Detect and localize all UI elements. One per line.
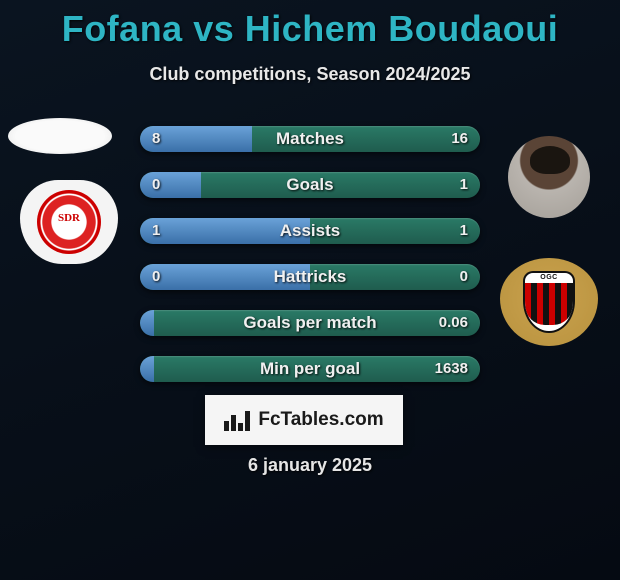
stat-value-right: 0.06 [439,310,468,336]
stat-row-assists: 1 Assists 1 [140,218,480,244]
reims-crest-icon [37,190,101,254]
player-left-photo [8,118,112,154]
page-date: 6 january 2025 [0,455,620,476]
player-left-club-badge [20,180,118,264]
stats-container: 8 Matches 16 0 Goals 1 1 Assists 1 0 Hat… [140,126,480,402]
stat-row-matches: 8 Matches 16 [140,126,480,152]
stat-value-right: 1638 [435,356,468,382]
stat-value-right: 1 [460,172,468,198]
stat-label: Min per goal [140,356,480,382]
stat-bar-left [140,172,201,198]
player-right-club-badge [500,258,598,346]
nice-crest-icon [525,273,573,331]
stat-bar-left [140,126,252,152]
fctables-link[interactable]: FcTables.com [205,395,403,445]
bar-chart-icon [224,409,252,431]
stat-bar-left [140,264,310,290]
stat-bar-left [140,356,154,382]
stat-label: Goals per match [140,310,480,336]
player-right-photo [508,136,590,218]
fctables-label: FcTables.com [258,409,383,431]
stat-row-goals: 0 Goals 1 [140,172,480,198]
stat-value-right: 16 [451,126,468,152]
stat-value-right: 1 [460,218,468,244]
stat-bar-left [140,218,310,244]
stat-value-right: 0 [460,264,468,290]
stat-row-hattricks: 0 Hattricks 0 [140,264,480,290]
page-subtitle: Club competitions, Season 2024/2025 [0,64,620,85]
page-title: Fofana vs Hichem Boudaoui [0,0,620,50]
stat-row-min-per-goal: Min per goal 1638 [140,356,480,382]
stat-row-goals-per-match: Goals per match 0.06 [140,310,480,336]
stat-bar-left [140,310,154,336]
